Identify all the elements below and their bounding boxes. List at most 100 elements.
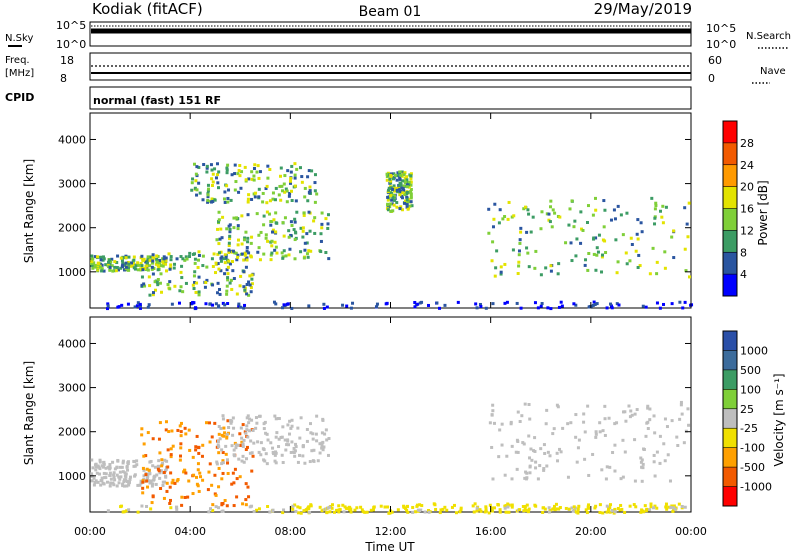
echo-cell (309, 422, 313, 426)
ground-scatter-cell (284, 303, 288, 307)
y-tick-label: 3000 (58, 178, 86, 191)
ground-scatter-cell (322, 302, 326, 306)
echo-cell (503, 473, 507, 477)
colorbar-tick-label: 28 (740, 137, 754, 150)
echo-cell (510, 444, 514, 448)
echo-cell (527, 265, 531, 269)
echo-cell (233, 172, 237, 176)
echo-cell (150, 267, 154, 271)
echo-cell (114, 269, 118, 273)
echo-cell (143, 284, 147, 288)
echo-cell (290, 418, 294, 422)
echo-cell (522, 509, 526, 513)
echo-cell (95, 255, 99, 259)
echo-cell (323, 432, 327, 436)
echo-cell (272, 218, 276, 222)
echo-cell (273, 414, 277, 418)
echo-cell (583, 263, 587, 267)
echo-cell (156, 262, 160, 266)
echo-cell (192, 274, 196, 278)
echo-cell (244, 431, 248, 435)
echo-cell (516, 410, 520, 414)
echo-cell (219, 427, 223, 431)
echo-cell (257, 195, 261, 199)
echo-cell (156, 277, 160, 281)
echo-cell (399, 174, 403, 178)
ground-scatter-cell (609, 302, 613, 306)
echo-cell (259, 453, 263, 457)
echo-cell (391, 193, 395, 197)
echo-cell (294, 199, 298, 203)
echo-cell (403, 181, 407, 185)
echo-cell (288, 247, 292, 251)
echo-cell (225, 289, 229, 293)
ground-scatter-cell (423, 510, 427, 514)
echo-cell (365, 510, 369, 514)
echo-cell (210, 435, 214, 439)
ground-scatter-cell (539, 304, 543, 308)
echo-cell (234, 443, 238, 447)
echo-cell (269, 441, 273, 445)
echo-cell (254, 426, 258, 430)
echo-cell (172, 266, 176, 270)
echo-cell (290, 223, 294, 227)
echo-cell (241, 423, 245, 427)
echo-cell (545, 212, 549, 216)
ground-scatter-cell (307, 304, 311, 308)
echo-cell (245, 424, 249, 428)
echo-cell (140, 264, 144, 268)
echo-cell (233, 163, 237, 167)
echo-cell (330, 506, 334, 510)
echo-cell (118, 465, 122, 469)
ground-scatter-cell (146, 305, 150, 309)
echo-cell (639, 456, 643, 460)
ground-scatter-cell (438, 306, 442, 310)
ground-scatter-cell (286, 302, 290, 306)
echo-cell (510, 503, 514, 507)
echo-cell (108, 473, 112, 477)
echo-cell (296, 505, 300, 509)
echo-cell (266, 176, 270, 180)
echo-cell (475, 509, 479, 513)
echo-cell (594, 432, 598, 436)
ground-scatter-cell (613, 510, 617, 514)
echo-cell (308, 460, 312, 464)
colorbar-tick-label: 8 (740, 246, 747, 259)
echo-cell (574, 435, 578, 439)
echo-cell (654, 204, 658, 208)
echo-cell (403, 179, 407, 183)
echo-cell (138, 483, 142, 487)
ground-scatter-cell (266, 505, 270, 509)
echo-cell (401, 179, 405, 183)
ground-scatter-cell (204, 302, 208, 306)
echo-cell (161, 257, 165, 261)
echo-cell (567, 223, 571, 227)
echo-cell (161, 264, 165, 268)
echo-cell (290, 189, 294, 193)
echo-cell (625, 262, 629, 266)
echo-cell (379, 504, 383, 508)
echo-cell (187, 428, 191, 432)
echo-cell (94, 479, 98, 483)
echo-cell (605, 510, 609, 514)
colorbar-segment (723, 467, 737, 487)
echo-cell (648, 407, 652, 411)
echo-cell (139, 267, 143, 271)
echo-cell (173, 262, 177, 266)
echo-cell (244, 503, 248, 507)
echo-cell (195, 434, 199, 438)
echo-cell (100, 476, 104, 480)
echo-cell (389, 202, 393, 206)
echo-cell (266, 438, 270, 442)
echo-cell (229, 421, 233, 425)
ground-scatter-cell (443, 303, 447, 307)
echo-cell (110, 264, 114, 268)
power-colorbar-label: Power [dB] (756, 180, 770, 245)
echo-cell (244, 230, 248, 234)
echo-cell (229, 198, 233, 202)
echo-cell (494, 266, 498, 270)
echo-cell (145, 479, 149, 483)
echo-cell (389, 194, 393, 198)
echo-cell (128, 477, 132, 481)
echo-cell (642, 447, 646, 451)
